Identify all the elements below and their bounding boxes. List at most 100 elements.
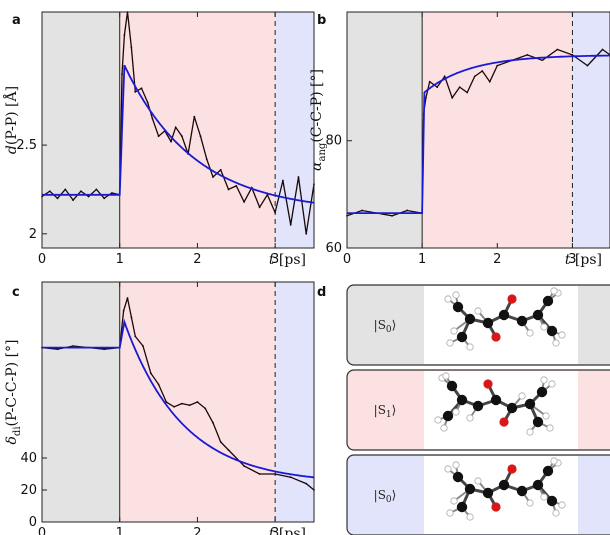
hydrogen-atom (466, 343, 474, 351)
x-tick-label: 3 (271, 252, 279, 267)
data-point (443, 75, 446, 78)
data-point (205, 158, 208, 161)
data-point (227, 188, 230, 191)
hydrogen-atom (452, 461, 460, 469)
data-point (180, 135, 183, 138)
hydrogen-atom (552, 339, 560, 347)
x-axis-label: t [ps] (565, 252, 602, 268)
data-point (227, 449, 230, 451)
carbon-atom (464, 313, 476, 325)
panel-c: 0 1 2 3 0 20 40 t [ps] δdi(P-C-C-P) [°] (4, 281, 315, 535)
carbon-atom (498, 479, 510, 491)
y-tick-label: 0 (29, 515, 37, 530)
carbon-atom (542, 465, 554, 477)
data-point (258, 473, 261, 475)
carbon-atom (442, 410, 454, 422)
data-point (212, 176, 214, 178)
y-tick-label: 80 (325, 134, 342, 149)
carbon-atom (516, 485, 528, 497)
carbon-atom (482, 487, 494, 499)
state-label: |S1⟩ (374, 403, 397, 420)
carbon-atom (542, 295, 554, 307)
state-card: |S1⟩ (346, 369, 610, 451)
data-point (79, 190, 82, 193)
data-point (196, 401, 199, 403)
data-point (193, 115, 196, 118)
data-point (72, 199, 74, 201)
data-point (123, 34, 126, 36)
panel-label-a: a (12, 13, 21, 28)
x-tick-label: 2 (493, 252, 501, 267)
y-tick-label: 60 (325, 241, 342, 256)
hydrogen-atom (440, 424, 448, 432)
data-point (103, 197, 106, 200)
data-point (219, 441, 222, 443)
hydrogen-atom (558, 501, 566, 509)
hydrogen-atom (442, 372, 450, 380)
data-point (174, 126, 177, 129)
data-point (219, 169, 222, 171)
x-tick-label: 1 (418, 252, 426, 267)
data-point (149, 372, 152, 375)
data-point (361, 209, 363, 212)
panel-label-b: b (317, 13, 326, 28)
data-point (496, 64, 499, 67)
data-point (48, 190, 51, 193)
hydrogen-atom (466, 513, 474, 521)
plot-frame (346, 11, 610, 249)
hydrogen-atom (450, 497, 458, 505)
data-point (170, 140, 172, 143)
hydrogen-atom (540, 376, 548, 384)
x-tick-label: 0 (38, 252, 46, 267)
data-point (157, 135, 160, 138)
x-tick-label: 0 (343, 252, 351, 267)
data-point (103, 348, 106, 351)
data-point (122, 309, 125, 312)
data-point (601, 48, 604, 51)
hydrogen-atom (548, 380, 556, 388)
data-point (243, 200, 245, 203)
y-tick-label: 20 (20, 483, 37, 498)
hydrogen-atom (446, 339, 454, 347)
hydrogen-atom (542, 412, 550, 420)
data-point (188, 404, 191, 407)
region-ground-state (347, 12, 423, 248)
x-tick-label: 3 (271, 526, 279, 535)
y-tick-label: 2.5 (16, 138, 37, 153)
oxygen-atom (483, 379, 493, 389)
hydrogen-atom (526, 329, 534, 337)
carbon-atom (532, 479, 544, 491)
x-tick-label: 1 (116, 526, 124, 535)
y-axis-label: d(P-P) [Å] (2, 86, 20, 154)
hydrogen-atom (550, 287, 558, 295)
hydrogen-atom (552, 509, 560, 517)
x-axis-label: t [ps] (269, 252, 306, 268)
hydrogen-atom (444, 295, 452, 303)
data-point (56, 348, 59, 351)
x-tick-label: 2 (193, 252, 201, 267)
y-axis-label: δdi(P-C-C-P) [°] (4, 339, 23, 444)
state-label: |S0⟩ (374, 318, 397, 335)
panel-b: 0 1 2 3 60 80 t [ps] αang(C-C-P) [°] (309, 11, 610, 268)
data-point (425, 96, 427, 99)
state-label: |S0⟩ (374, 488, 397, 505)
hydrogen-atom (450, 327, 458, 335)
hydrogen-atom (540, 493, 548, 501)
oxygen-atom (507, 294, 517, 304)
data-point (556, 48, 559, 51)
carbon-atom (524, 398, 536, 410)
region-excited-state (422, 12, 573, 248)
data-point (180, 402, 183, 405)
data-point (134, 90, 137, 93)
panel-a: 0 1 2 3 2 2.5 t [ps] d(P-P) [Å] (2, 11, 315, 268)
data-point (305, 482, 308, 485)
oxygen-atom (507, 464, 517, 474)
data-point (130, 316, 133, 319)
data-point (466, 91, 469, 94)
oxygen-atom (499, 417, 509, 427)
data-point (111, 192, 113, 194)
hydrogen-atom (444, 465, 452, 473)
carbon-atom (532, 416, 544, 428)
data-point (142, 345, 144, 347)
hydrogen-atom (526, 499, 534, 507)
